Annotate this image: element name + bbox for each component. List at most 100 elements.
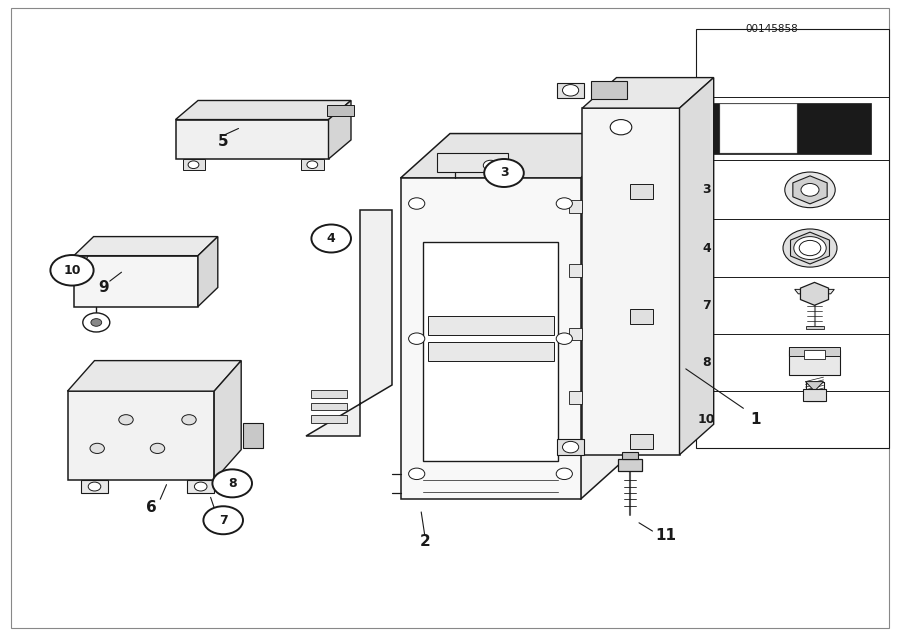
Polygon shape [795,289,834,294]
Text: 10: 10 [698,413,716,426]
FancyBboxPatch shape [176,120,328,159]
Polygon shape [214,361,241,480]
Circle shape [150,443,165,453]
Polygon shape [176,100,351,120]
Polygon shape [804,350,825,359]
Circle shape [83,313,110,332]
Polygon shape [720,104,796,153]
FancyBboxPatch shape [310,415,346,423]
Circle shape [212,469,252,497]
Text: 4: 4 [702,242,711,254]
Polygon shape [711,103,871,154]
Circle shape [799,240,821,256]
Circle shape [794,237,826,259]
Text: 3: 3 [702,183,711,197]
FancyBboxPatch shape [806,326,824,329]
FancyBboxPatch shape [428,317,554,336]
Text: 5: 5 [218,134,229,149]
Circle shape [484,159,524,187]
FancyBboxPatch shape [557,439,584,455]
Circle shape [50,255,94,286]
Circle shape [311,225,351,252]
Circle shape [203,506,243,534]
FancyBboxPatch shape [622,452,638,459]
Circle shape [182,415,196,425]
Text: 2: 2 [419,534,430,550]
Circle shape [409,333,425,345]
Text: 8: 8 [702,356,711,369]
Circle shape [483,160,498,170]
Polygon shape [400,134,630,178]
Polygon shape [580,134,630,499]
FancyBboxPatch shape [569,328,582,340]
Polygon shape [198,237,218,307]
Polygon shape [74,237,218,256]
Circle shape [307,161,318,169]
Circle shape [562,85,579,96]
FancyBboxPatch shape [243,423,263,448]
FancyBboxPatch shape [569,391,582,404]
Circle shape [556,198,572,209]
FancyBboxPatch shape [436,153,508,172]
Circle shape [194,482,207,491]
Polygon shape [806,382,824,391]
Circle shape [119,415,133,425]
Polygon shape [720,104,796,153]
Text: 00145858: 00145858 [745,24,797,34]
FancyBboxPatch shape [789,347,840,356]
FancyBboxPatch shape [183,159,205,170]
Text: 7: 7 [219,514,228,527]
Text: 1: 1 [751,412,761,427]
Circle shape [188,161,199,169]
FancyBboxPatch shape [302,159,324,170]
Polygon shape [800,282,829,305]
FancyBboxPatch shape [310,403,346,410]
FancyBboxPatch shape [423,242,558,461]
Text: 11: 11 [655,528,677,543]
FancyBboxPatch shape [569,200,582,213]
Circle shape [610,120,632,135]
FancyBboxPatch shape [582,108,680,455]
Polygon shape [630,184,652,199]
FancyBboxPatch shape [569,264,582,277]
Circle shape [785,172,835,207]
FancyBboxPatch shape [74,256,198,307]
FancyBboxPatch shape [591,81,627,99]
FancyBboxPatch shape [618,459,642,471]
Circle shape [409,198,425,209]
Polygon shape [81,480,108,493]
Circle shape [556,468,572,480]
FancyBboxPatch shape [310,390,346,398]
Polygon shape [187,480,214,493]
Polygon shape [306,210,392,436]
FancyBboxPatch shape [696,29,889,448]
Circle shape [409,468,425,480]
Text: 3: 3 [500,167,508,179]
FancyBboxPatch shape [68,391,214,480]
Circle shape [91,319,102,326]
FancyBboxPatch shape [428,342,554,361]
Circle shape [783,229,837,267]
FancyBboxPatch shape [789,350,840,375]
Circle shape [556,333,572,345]
Circle shape [562,441,579,453]
Polygon shape [630,434,652,449]
Circle shape [90,443,104,453]
Polygon shape [680,78,714,455]
Polygon shape [328,100,351,159]
Text: 4: 4 [327,232,336,245]
Circle shape [801,183,819,197]
Text: 6: 6 [146,500,157,515]
Polygon shape [68,361,241,391]
Polygon shape [793,176,827,204]
FancyBboxPatch shape [400,178,580,499]
Circle shape [88,482,101,491]
FancyBboxPatch shape [803,389,826,401]
Text: 8: 8 [228,477,237,490]
Polygon shape [630,309,652,324]
Polygon shape [790,232,830,264]
Text: 10: 10 [63,264,81,277]
Polygon shape [582,78,714,108]
FancyBboxPatch shape [557,83,584,98]
Text: 7: 7 [702,299,711,312]
